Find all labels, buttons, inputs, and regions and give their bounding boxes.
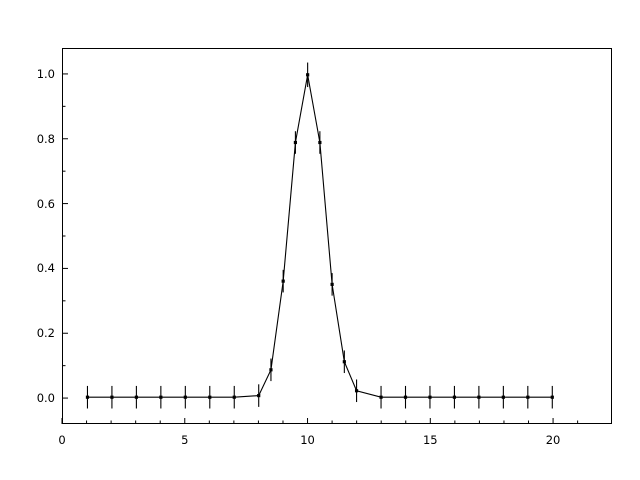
y-tick-label: 0.4	[36, 261, 55, 276]
data-point-marker	[526, 395, 530, 399]
x-tick-label: 15	[422, 433, 438, 447]
x-tick-label: 5	[181, 433, 189, 447]
error-bar	[501, 385, 505, 409]
error-bar	[281, 269, 285, 293]
data-point-marker	[403, 395, 408, 399]
error-bar	[183, 385, 187, 409]
data-point-marker	[318, 140, 322, 145]
data-point-marker	[501, 395, 505, 399]
data-plot-canvas	[85, 62, 554, 409]
data-point-marker	[269, 368, 273, 372]
error-bar	[354, 379, 359, 403]
data-point-marker	[281, 279, 285, 283]
data-point-marker	[110, 395, 114, 399]
error-bar	[550, 385, 554, 409]
data-point-marker	[342, 360, 346, 364]
error-bar	[257, 384, 261, 407]
data-point-marker	[477, 395, 481, 399]
x-tick-label: 20	[545, 433, 561, 447]
x-tick-label: 10	[300, 433, 315, 447]
data-point-marker	[428, 395, 432, 399]
data-point-marker	[208, 395, 212, 399]
y-tick-label: 1.0	[36, 66, 55, 81]
data-point-marker	[293, 140, 298, 145]
data-point-marker	[330, 282, 334, 286]
error-bar	[232, 385, 236, 409]
error-bar	[330, 273, 334, 296]
x-tick-label: 0	[58, 433, 66, 447]
data-point-marker	[306, 73, 310, 77]
data-point-marker	[354, 389, 359, 393]
data-point-marker	[257, 394, 261, 398]
error-bar	[342, 350, 346, 374]
data-point-marker	[550, 395, 554, 399]
error-bar	[293, 131, 298, 154]
data-point-marker	[232, 395, 236, 399]
error-bar	[134, 385, 138, 409]
error-bar	[208, 385, 212, 409]
error-bar	[110, 385, 114, 409]
y-tick-label: 0.6	[36, 196, 55, 211]
y-tick-label: 0.0	[36, 391, 55, 406]
error-bar	[379, 385, 383, 409]
data-point-marker	[183, 395, 187, 399]
error-bar	[318, 131, 322, 154]
data-point-marker	[159, 395, 163, 399]
error-bar	[306, 62, 310, 88]
error-bar	[526, 385, 530, 409]
error-bar	[403, 385, 408, 409]
error-bar	[159, 385, 163, 409]
y-tick-label: 0.8	[36, 131, 55, 146]
plot-area	[62, 48, 612, 424]
data-point-marker	[85, 395, 90, 399]
data-point-marker	[134, 395, 138, 399]
error-bar	[85, 385, 90, 409]
error-bar	[452, 385, 457, 409]
series-line	[87, 74, 553, 398]
data-point-marker	[452, 395, 457, 399]
error-bar	[477, 385, 481, 409]
data-point-marker	[379, 395, 383, 399]
error-bar	[269, 358, 273, 382]
error-bar	[428, 385, 432, 409]
y-tick-label: 0.2	[36, 326, 55, 341]
